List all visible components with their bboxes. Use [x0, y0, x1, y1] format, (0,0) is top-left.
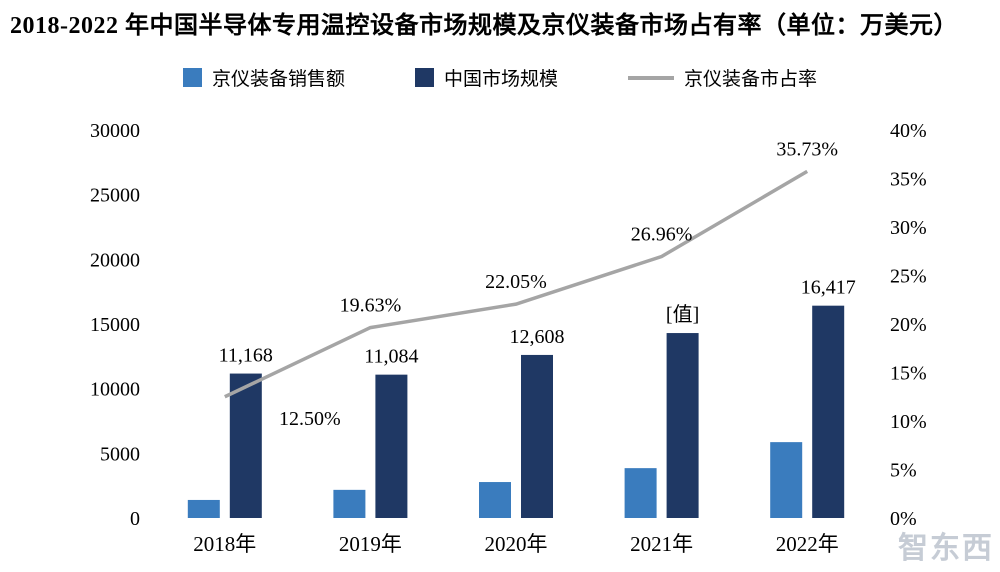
bar-market [666, 333, 699, 518]
right-axis-tick: 5% [890, 460, 917, 482]
line-value-label: 22.05% [485, 271, 547, 293]
legend-item-share: 京仪装备市占率 [628, 64, 817, 91]
x-axis-label: 2019年 [339, 532, 402, 556]
x-axis-label: 2021年 [630, 532, 693, 556]
left-axis-tick: 10000 [90, 379, 140, 401]
right-axis-tick: 0% [890, 508, 917, 530]
x-axis-label: 2018年 [193, 532, 256, 556]
bar-value-label: 11,168 [219, 345, 273, 367]
legend-swatch-sales-icon [182, 68, 202, 87]
bar-sales [479, 482, 511, 518]
bar-sales [187, 499, 220, 518]
right-axis-tick: 40% [890, 120, 927, 142]
right-axis-tick: 15% [890, 363, 927, 385]
left-axis-tick: 15000 [90, 314, 140, 336]
right-axis-tick: 25% [890, 266, 927, 288]
legend-swatch-share-line-icon [628, 75, 674, 80]
left-axis-tick: 20000 [90, 249, 140, 271]
legend-label-sales: 京仪装备销售额 [211, 69, 345, 90]
bar-value-label: 16,417 [801, 277, 856, 299]
bar-sales [333, 489, 366, 518]
line-value-label: 35.73% [776, 138, 838, 160]
right-axis-tick: 20% [890, 314, 927, 336]
line-value-label: 19.63% [340, 295, 402, 317]
x-axis-label: 2020年 [485, 532, 548, 556]
bar-sales [770, 442, 803, 518]
right-axis-tick: 35% [890, 169, 927, 191]
legend: 京仪装备销售额 中国市场规模 京仪装备市占率 [0, 64, 1000, 91]
line-value-label: 12.50% [279, 408, 341, 430]
bar-market [812, 305, 845, 518]
bar-sales [624, 468, 657, 518]
chart-title: 2018-2022 年中国半导体专用温控设备市场规模及京仪装备市场占有率（单位：… [10, 13, 958, 39]
bar-value-label: 11,084 [364, 346, 418, 368]
legend-item-sales: 京仪装备销售额 [182, 64, 345, 91]
line-value-label: 26.96% [631, 223, 693, 245]
bar-market [229, 373, 262, 518]
watermark: 智东西 [898, 532, 994, 565]
left-axis-tick: 5000 [100, 443, 140, 465]
left-axis-tick: 30000 [90, 120, 140, 142]
left-axis-tick: 0 [130, 508, 140, 530]
legend-label-market: 中国市场规模 [443, 69, 558, 90]
bar-market [521, 354, 553, 518]
legend-item-market: 中国市场规模 [414, 64, 558, 91]
bar-value-label: 12,608 [510, 326, 565, 348]
bar-market [375, 374, 408, 518]
left-axis-tick: 25000 [90, 185, 140, 207]
x-axis-label: 2022年 [776, 532, 839, 556]
legend-swatch-market-icon [414, 68, 434, 87]
right-axis-tick: 30% [890, 217, 927, 239]
market-share-line [224, 169, 809, 399]
bar-value-label: [值] [666, 303, 699, 326]
right-axis-tick: 10% [890, 411, 927, 433]
legend-label-share: 京仪装备市占率 [684, 69, 818, 90]
